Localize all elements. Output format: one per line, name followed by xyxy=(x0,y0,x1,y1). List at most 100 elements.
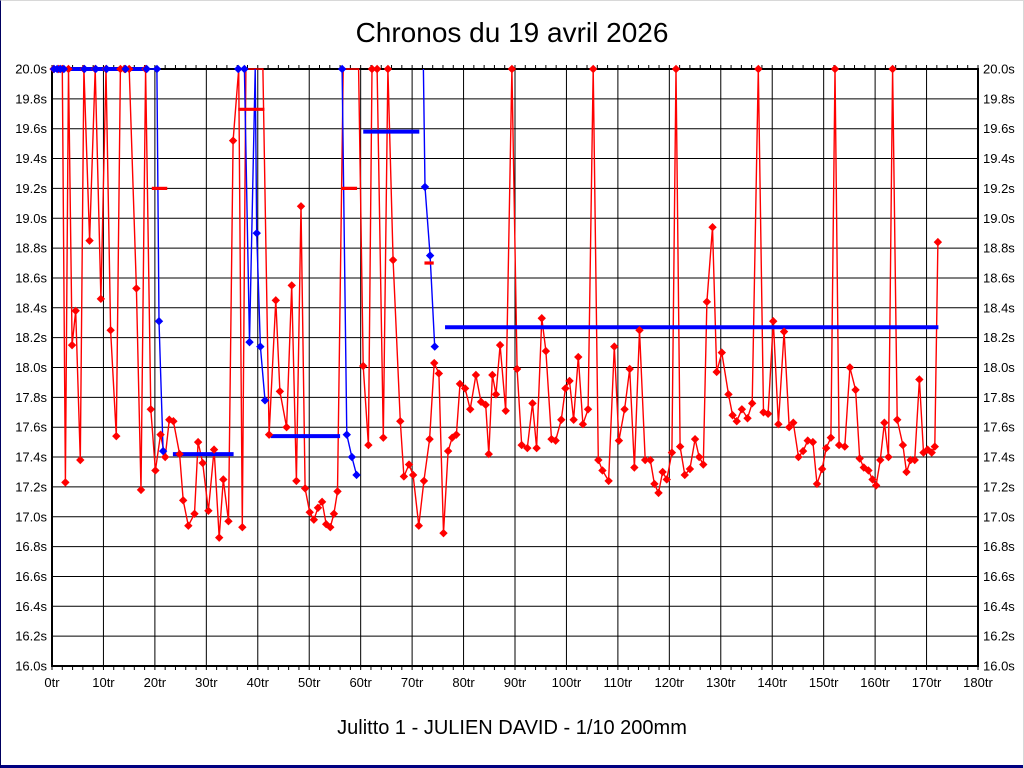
red-series-marker xyxy=(822,443,831,453)
blue-series-marker xyxy=(80,64,89,74)
red-series-marker xyxy=(76,455,85,465)
x-tick-label: 60tr xyxy=(349,675,372,690)
red-series-marker xyxy=(209,445,219,454)
y-tick-label-right: 18.0s xyxy=(983,360,1015,375)
red-series-marker xyxy=(495,340,505,350)
red-series-marker xyxy=(845,363,855,372)
red-series-marker xyxy=(630,463,639,472)
red-series-marker xyxy=(557,415,566,424)
red-series-marker xyxy=(537,314,546,323)
red-series-marker xyxy=(574,352,583,362)
blue-series-marker xyxy=(158,446,168,456)
red-series-marker xyxy=(747,399,757,408)
x-tick-label: 70tr xyxy=(401,675,424,690)
y-tick-label-left: 17.2s xyxy=(15,479,47,494)
y-tick-label-left: 16.4s xyxy=(15,599,47,614)
y-tick-label-left: 18.2s xyxy=(15,330,47,345)
red-series-marker xyxy=(658,467,667,477)
red-series-marker xyxy=(640,455,650,465)
red-series-marker xyxy=(774,420,783,429)
red-series-marker xyxy=(517,440,526,450)
red-series-marker xyxy=(708,223,717,232)
red-series-marker xyxy=(654,488,663,498)
red-series-marker xyxy=(876,455,885,465)
red-series-marker xyxy=(481,400,490,410)
blue-series-marker xyxy=(420,182,430,192)
blue-series-marker xyxy=(352,470,361,480)
blue-series-marker xyxy=(142,64,151,74)
chart-subtitle: Julitto 1 - JULIEN DAVID - 1/10 200mm xyxy=(337,717,687,739)
red-series-marker xyxy=(460,384,470,393)
y-tick-label-left: 18.8s xyxy=(15,241,47,256)
x-tick-label: 10tr xyxy=(92,675,115,690)
window-bottom-edge xyxy=(1,765,1023,768)
red-series-marker xyxy=(414,521,423,530)
red-series-marker xyxy=(329,509,339,518)
red-series-marker xyxy=(561,384,570,393)
x-tick-label: 40tr xyxy=(247,675,270,690)
red-series-marker xyxy=(625,364,634,374)
y-tick-label-right: 19.6s xyxy=(983,121,1015,136)
blue-series-marker xyxy=(342,430,351,439)
red-series-marker xyxy=(169,417,178,426)
red-series-marker xyxy=(501,406,510,415)
chart-title: Chronos du 19 avril 2026 xyxy=(355,17,669,48)
y-tick-label-right: 19.4s xyxy=(983,151,1015,166)
red-series-marker xyxy=(282,423,291,432)
blue-series-marker xyxy=(102,64,111,74)
blue-series-marker xyxy=(91,64,100,74)
x-tick-label: 20tr xyxy=(144,675,167,690)
blue-series-marker xyxy=(425,251,435,260)
red-series-marker xyxy=(737,405,747,414)
x-tick-label: 100tr xyxy=(552,675,582,690)
red-series-marker xyxy=(635,325,644,335)
red-series-marker xyxy=(594,455,603,465)
red-series-marker xyxy=(430,358,439,368)
y-tick-label-left: 20.0s xyxy=(15,62,47,77)
red-series-marker xyxy=(902,467,911,477)
red-series-marker xyxy=(64,64,73,74)
red-series-marker xyxy=(165,415,174,424)
y-tick-label-right: 18.8s xyxy=(983,241,1015,256)
red-series-marker xyxy=(372,64,382,74)
red-series-marker xyxy=(333,487,342,496)
red-series-marker xyxy=(396,417,405,426)
red-series-marker xyxy=(565,376,574,386)
red-series-marker xyxy=(507,64,517,74)
red-series-marker xyxy=(300,484,310,493)
red-series-marker xyxy=(620,405,629,414)
red-series-marker xyxy=(136,485,146,495)
y-tick-label-right: 18.6s xyxy=(983,270,1015,285)
blue-series-marker xyxy=(252,228,261,238)
y-tick-label-left: 16.0s xyxy=(15,659,47,674)
red-series-marker xyxy=(888,64,897,74)
red-series-marker xyxy=(388,255,398,265)
red-series-marker xyxy=(193,437,203,447)
y-tick-label-right: 20.0s xyxy=(983,62,1015,77)
red-series-marker xyxy=(367,64,377,74)
y-tick-label-left: 16.6s xyxy=(15,569,47,584)
red-series-marker xyxy=(491,390,501,399)
blue-series-marker xyxy=(430,342,439,351)
y-tick-label-right: 17.6s xyxy=(983,420,1015,435)
y-tick-label-left: 17.6s xyxy=(15,420,47,435)
red-series-marker xyxy=(184,521,193,530)
red-series-marker xyxy=(309,515,319,524)
y-tick-label-left: 17.4s xyxy=(15,450,47,465)
red-series-marker xyxy=(662,475,671,484)
y-tick-label-left: 16.8s xyxy=(15,539,47,554)
red-series-marker xyxy=(763,409,773,418)
red-series-marker xyxy=(868,475,877,484)
red-series-marker xyxy=(614,436,624,445)
blue-series-marker xyxy=(59,64,69,74)
blue-series-marker xyxy=(256,342,265,351)
red-series-marker xyxy=(523,443,532,453)
red-series-marker xyxy=(569,415,578,424)
red-series-marker xyxy=(132,284,141,293)
red-series-marker xyxy=(884,452,893,462)
red-series-marker xyxy=(379,433,388,442)
red-series-marker xyxy=(204,506,213,515)
y-tick-label-right: 16.0s xyxy=(983,659,1015,674)
red-series-marker xyxy=(915,375,924,384)
